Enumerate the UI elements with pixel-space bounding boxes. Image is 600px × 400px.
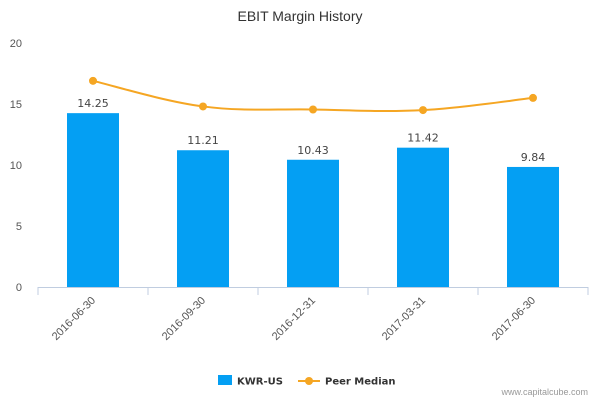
bar-series xyxy=(67,113,559,288)
bar-kwr-us[interactable] xyxy=(507,166,559,287)
bar-data-label: 9.84 xyxy=(521,151,546,164)
bar-kwr-us[interactable] xyxy=(177,150,229,287)
bar-data-label: 11.42 xyxy=(407,132,439,145)
peer-median-point[interactable] xyxy=(529,93,537,102)
x-tick-label: 2016-06-30 xyxy=(50,295,98,343)
x-tick-label: 2017-06-30 xyxy=(490,295,538,343)
x-tick-label: 2016-09-30 xyxy=(160,295,208,343)
y-tick-label: 0 xyxy=(16,282,22,294)
y-axis: 0 5 10 15 20 xyxy=(10,38,22,294)
x-tick-label: 2017-03-31 xyxy=(380,295,428,343)
watermark-text: www.capitalcube.com xyxy=(500,387,588,397)
bar-data-labels: 14.25 11.21 10.43 11.42 9.84 xyxy=(77,97,545,164)
peer-median-point[interactable] xyxy=(89,76,97,85)
bar-data-label: 14.25 xyxy=(77,97,109,110)
chart-title: EBIT Margin History xyxy=(238,8,363,24)
peer-median-point[interactable] xyxy=(199,102,207,111)
legend-swatch-peer-median-marker xyxy=(305,377,313,385)
peer-median-point[interactable] xyxy=(419,106,427,115)
legend-swatch-kwr-us xyxy=(218,375,232,385)
x-tick-label: 2016-12-31 xyxy=(270,295,318,343)
y-tick-label: 20 xyxy=(10,38,22,50)
x-axis: 2016-06-30 2016-09-30 2016-12-31 2017-03-31… xyxy=(37,287,589,343)
bar-data-label: 10.43 xyxy=(297,144,329,157)
bar-data-label: 11.21 xyxy=(187,134,219,147)
legend-label-peer-median[interactable]: Peer Median xyxy=(325,377,396,388)
y-tick-label: 10 xyxy=(10,160,22,172)
bar-kwr-us[interactable] xyxy=(67,113,119,288)
y-tick-label: 5 xyxy=(16,221,22,233)
y-tick-label: 15 xyxy=(10,99,22,111)
peer-median-series xyxy=(89,76,537,115)
legend-label-kwr-us[interactable]: KWR-US xyxy=(237,377,283,388)
peer-median-point[interactable] xyxy=(309,105,317,114)
bar-kwr-us[interactable] xyxy=(287,159,339,287)
bar-kwr-us[interactable] xyxy=(397,147,449,287)
legend: KWR-US Peer Median xyxy=(218,375,396,388)
